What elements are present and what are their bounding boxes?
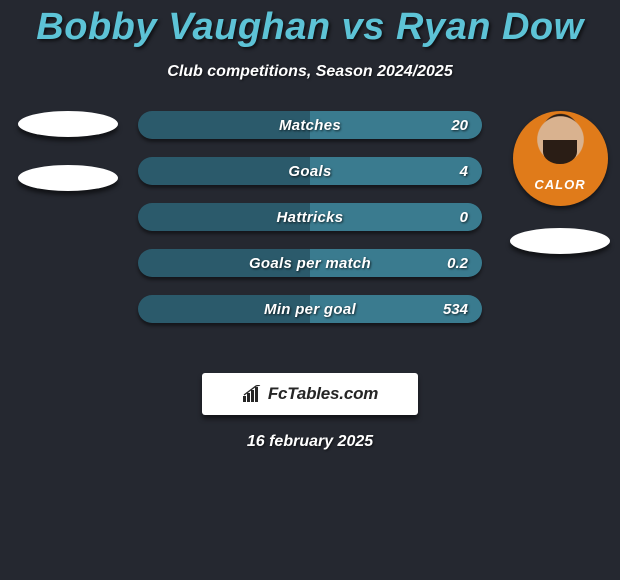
stat-label: Goals per match	[138, 249, 482, 277]
stat-label: Min per goal	[138, 295, 482, 323]
stat-label: Matches	[138, 111, 482, 139]
stat-label: Goals	[138, 157, 482, 185]
stat-value-right: 0.2	[447, 249, 468, 277]
player-right-column: CALOR	[505, 111, 615, 254]
page-title: Bobby Vaughan vs Ryan Dow	[0, 0, 620, 49]
brand-text: FcTables.com	[268, 384, 378, 404]
player-right-club-badge	[510, 228, 610, 254]
brand-badge[interactable]: FcTables.com	[202, 373, 418, 415]
brand-logo-icon	[242, 385, 262, 403]
player-left-club-badge-2	[18, 165, 118, 191]
player-right-shirt-sponsor: CALOR	[513, 177, 608, 192]
stat-bar-goals: Goals 4	[138, 157, 482, 185]
stat-value-right: 0	[460, 203, 468, 231]
comparison-area: Matches 20 Goals 4 Hattricks 0 Goals per…	[0, 111, 620, 351]
stat-bar-matches: Matches 20	[138, 111, 482, 139]
report-date: 16 february 2025	[0, 433, 620, 451]
stat-value-right: 534	[443, 295, 468, 323]
subtitle: Club competitions, Season 2024/2025	[0, 63, 620, 81]
stat-bar-min-per-goal: Min per goal 534	[138, 295, 482, 323]
player-left-club-badge-1	[18, 111, 118, 137]
stat-bar-goals-per-match: Goals per match 0.2	[138, 249, 482, 277]
player-left-column	[8, 111, 128, 191]
stat-value-right: 4	[460, 157, 468, 185]
stat-label: Hattricks	[138, 203, 482, 231]
player-right-avatar: CALOR	[513, 111, 608, 206]
stat-value-right: 20	[451, 111, 468, 139]
stat-bars: Matches 20 Goals 4 Hattricks 0 Goals per…	[138, 111, 482, 323]
stat-bar-hattricks: Hattricks 0	[138, 203, 482, 231]
